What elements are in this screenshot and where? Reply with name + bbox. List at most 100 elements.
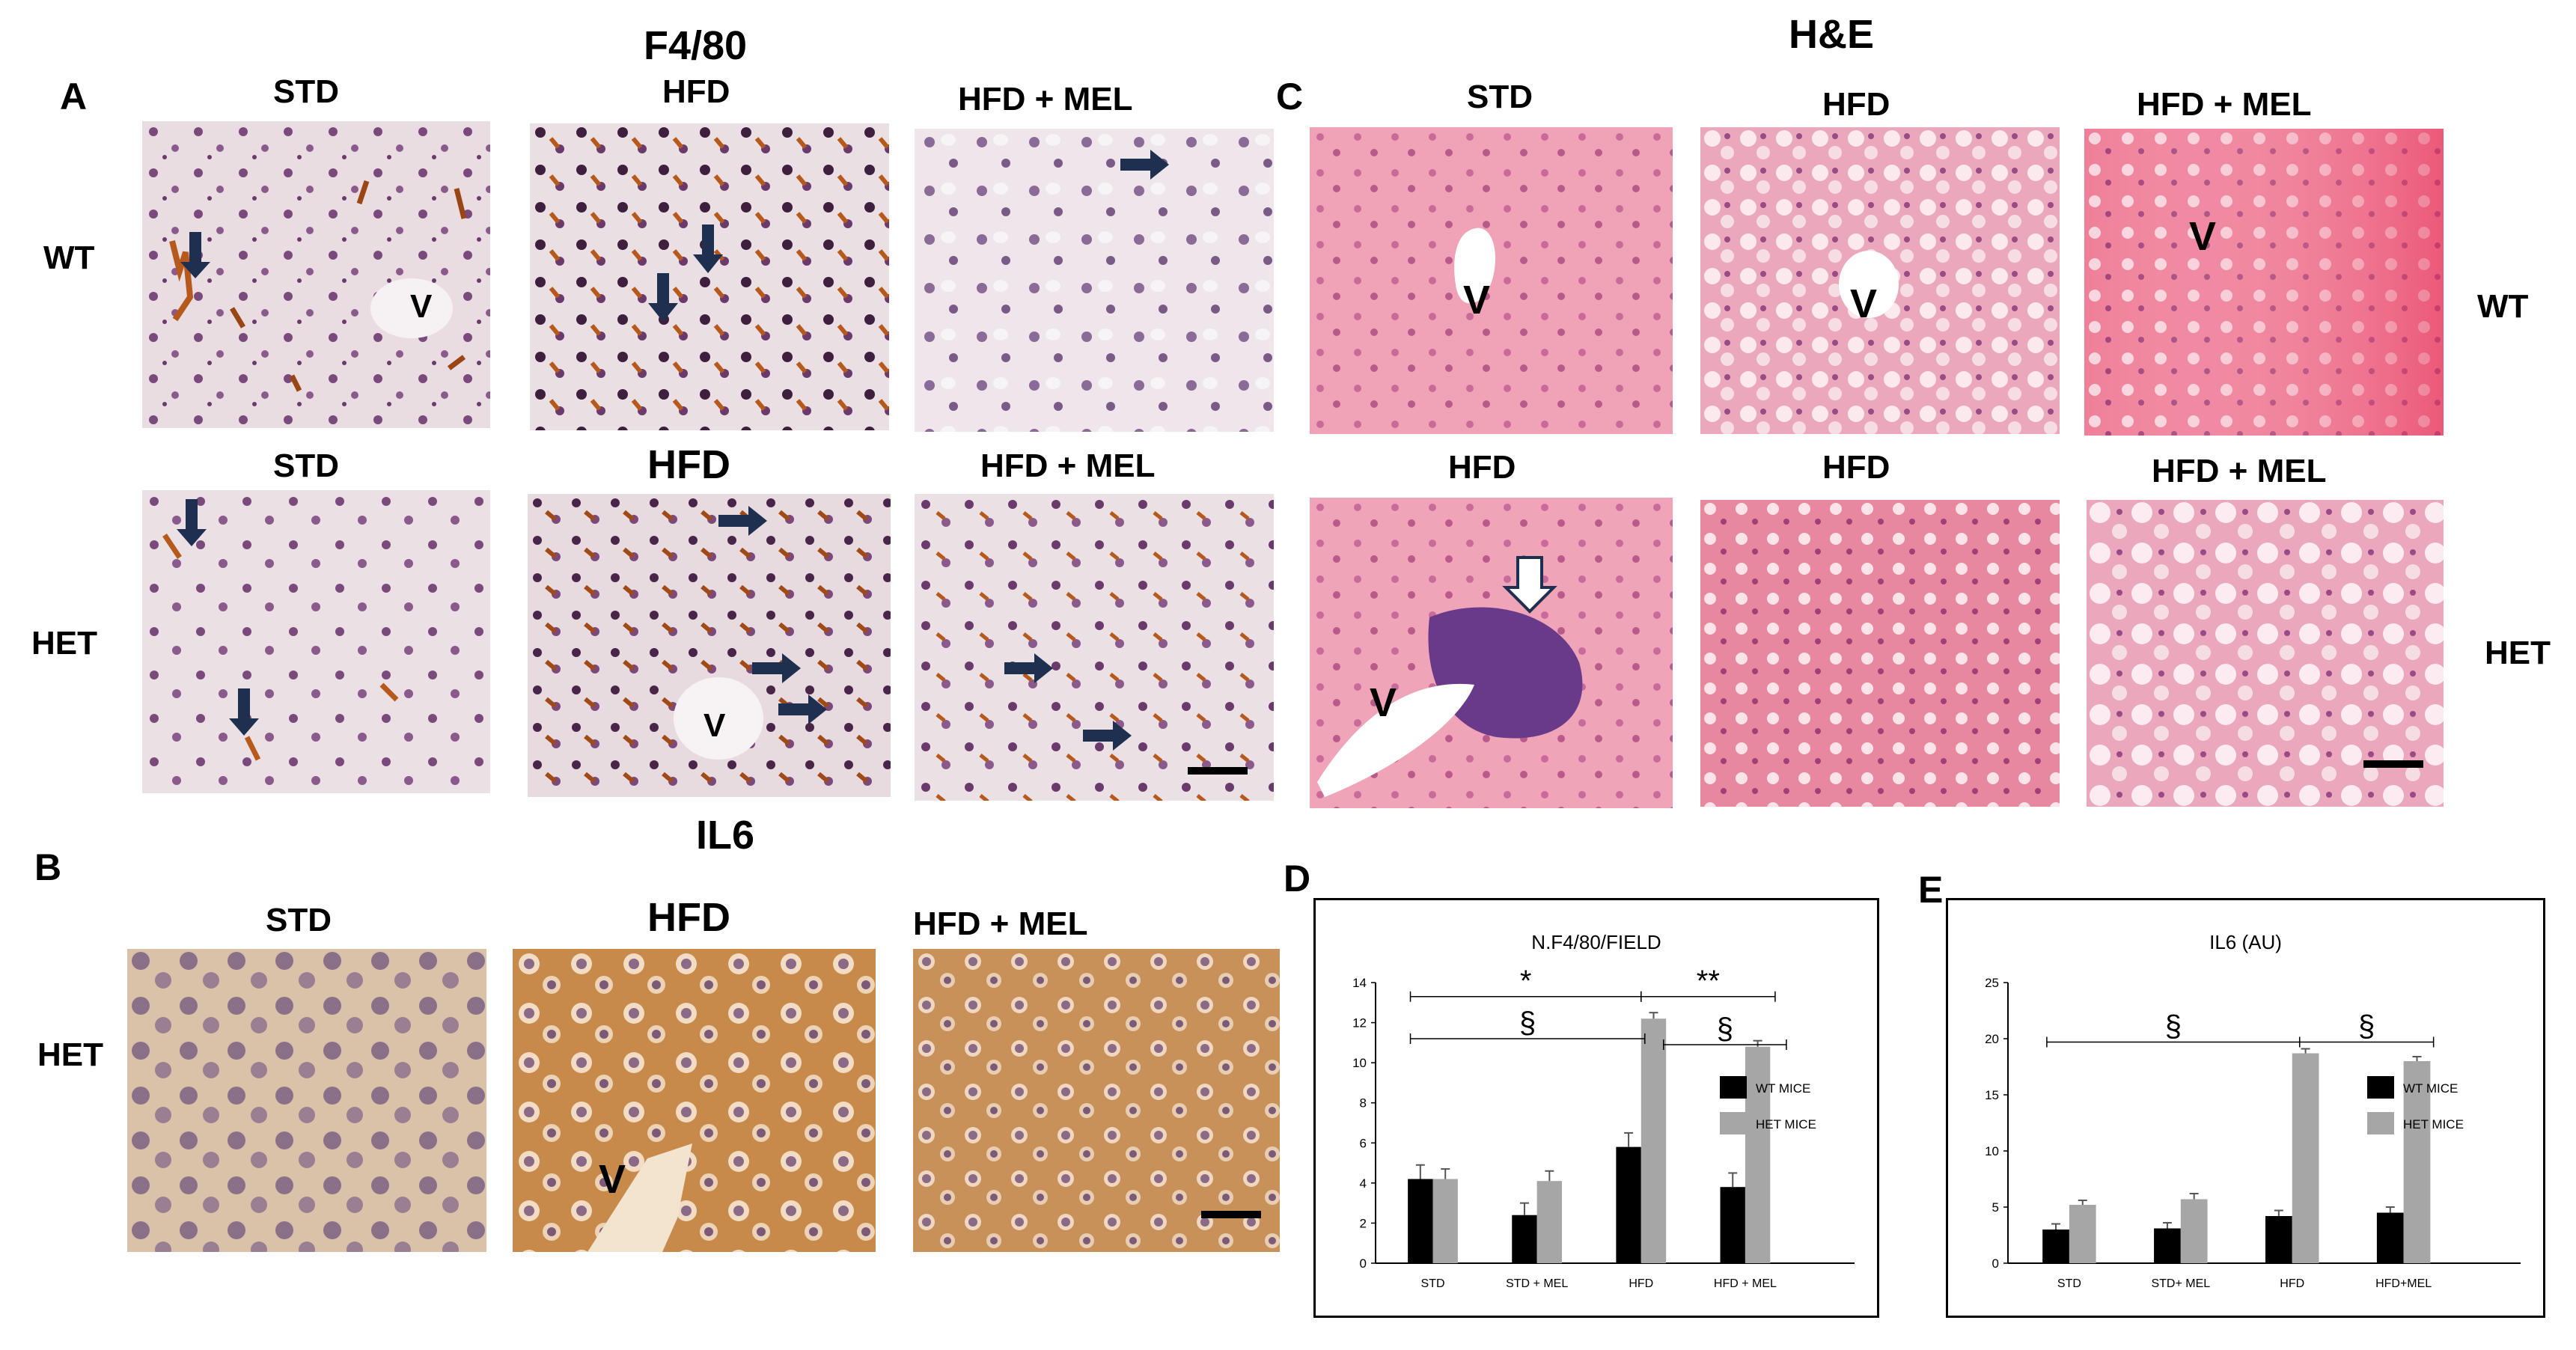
micrograph-c-het-hfd-1	[1310, 498, 1673, 808]
row-label-het-b: HET	[37, 1036, 103, 1073]
bar	[2042, 1230, 2069, 1263]
vessel-label: V	[1370, 680, 1397, 725]
label-c-bot-hfd-2: HFD	[1822, 449, 1890, 486]
y-tick-label: 5	[1992, 1200, 1999, 1215]
micrograph-a-het-std	[142, 490, 490, 793]
bar	[2069, 1205, 2096, 1263]
label-c-top-hfdmel: HFD + MEL	[2137, 86, 2312, 123]
row-label-het-a: HET	[31, 625, 97, 662]
label-b-hfd: HFD	[647, 895, 730, 940]
micrograph-a-wt-std	[142, 121, 490, 428]
category-label: HFD	[1629, 1277, 1653, 1290]
panel-title-f4-80: F4/80	[644, 23, 748, 68]
bar	[2292, 1053, 2319, 1263]
y-tick-label: 8	[1360, 1096, 1367, 1111]
category-label: STD	[2057, 1277, 2081, 1290]
label-a-bot-std: STD	[273, 448, 339, 484]
row-label-wt-a: WT	[43, 239, 95, 276]
y-tick-label: 0	[1992, 1256, 1999, 1271]
bar	[1745, 1046, 1771, 1263]
row-label-het-c: HET	[2485, 635, 2551, 671]
micrograph-a-het-hfdmel	[915, 494, 1274, 801]
category-label: HFD	[2280, 1277, 2304, 1290]
category-label: HFD + MEL	[1714, 1277, 1777, 1290]
legend-label: HET MICE	[2403, 1117, 2464, 1131]
significance-mark: §	[1717, 1012, 1733, 1045]
micrograph-b-hfd	[513, 949, 876, 1252]
significance-mark: §	[2358, 1010, 2375, 1043]
chart-f480: N.F4/80/FIELD 0 2 4 6 8 10 12 14 STD STD + MEL HFD H…	[1313, 898, 1879, 1318]
panel-letter-d: D	[1284, 858, 1311, 900]
vessel-label: V	[1463, 278, 1491, 323]
bar	[2403, 1061, 2431, 1263]
label-c-bot-hfd-1: HFD	[1448, 449, 1516, 486]
bar	[1616, 1146, 1641, 1263]
category-label: STD	[1421, 1277, 1445, 1290]
micrograph-c-het-hfdmel	[2087, 500, 2444, 807]
legend-swatch	[1720, 1076, 1747, 1099]
vessel-label: V	[1850, 281, 1878, 326]
vessel-label: V	[410, 288, 433, 325]
y-tick-label: 25	[1985, 976, 1999, 990]
label-a-bot-hfdmel: HFD + MEL	[980, 448, 1156, 484]
bar	[1720, 1187, 1745, 1263]
bar	[1432, 1179, 1458, 1263]
label-a-bot-hfd: HFD	[647, 442, 730, 487]
panel-title-he: H&E	[1789, 12, 1875, 57]
y-tick-label: 12	[1352, 1016, 1367, 1030]
vessel-label: V	[2189, 214, 2217, 259]
bar	[2180, 1199, 2208, 1263]
y-tick-label: 10	[1985, 1144, 1999, 1158]
y-tick-label: 20	[1985, 1032, 1999, 1046]
significance-mark: *	[1520, 965, 1532, 998]
y-tick-label: 15	[1985, 1088, 1999, 1102]
micrograph-c-wt-hfd	[1700, 127, 2060, 434]
label-c-top-hfd: HFD	[1822, 86, 1890, 123]
bar	[1536, 1181, 1563, 1263]
label-a-top-hfdmel: HFD + MEL	[958, 81, 1133, 117]
row-label-wt-c: WT	[2477, 288, 2529, 325]
y-tick-label: 0	[1360, 1256, 1367, 1271]
micrograph-c-wt-hfdmel	[2084, 129, 2444, 436]
label-a-top-hfd: HFD	[662, 73, 730, 110]
panel-letter-b: B	[34, 846, 62, 888]
panel-letter-c: C	[1276, 76, 1304, 117]
y-tick-label: 4	[1360, 1176, 1367, 1191]
bar	[2376, 1212, 2404, 1263]
category-label: HFD+MEL	[2375, 1277, 2432, 1290]
label-b-hfdmel: HFD + MEL	[913, 905, 1088, 942]
significance-mark: §	[1519, 1007, 1536, 1039]
micrograph-c-wt-std	[1310, 127, 1673, 434]
label-b-std: STD	[266, 902, 332, 938]
panel-letter-e: E	[1918, 869, 1944, 911]
micrograph-b-hfdmel	[913, 949, 1280, 1252]
vessel-label: V	[703, 707, 726, 744]
bar	[1408, 1179, 1433, 1263]
category-label: STD+ MEL	[2151, 1277, 2210, 1290]
legend-label: WT MICE	[1756, 1081, 1810, 1096]
chart-title: IL6 (AU)	[2209, 931, 2282, 953]
legend-label: HET MICE	[1756, 1117, 1816, 1131]
legend-swatch	[2367, 1112, 2394, 1134]
significance-mark: §	[2165, 1010, 2182, 1043]
panel-letter-a: A	[60, 76, 88, 117]
y-tick-label: 6	[1360, 1136, 1367, 1150]
bar	[1640, 1018, 1667, 1263]
chart-il6: IL6 (AU) 0 5 10 15 20 25 STD STD+ MEL HFD HFD+MEL W…	[1946, 898, 2545, 1318]
legend-swatch	[2367, 1076, 2394, 1099]
micrograph-a-wt-hfd	[530, 123, 889, 430]
y-tick-label: 10	[1352, 1056, 1367, 1070]
y-tick-label: 2	[1360, 1216, 1367, 1230]
bar	[1512, 1215, 1537, 1263]
bar	[2265, 1216, 2292, 1263]
micrograph-a-wt-hfdmel	[915, 129, 1274, 432]
y-tick-label: 14	[1352, 976, 1367, 990]
significance-mark: **	[1697, 965, 1720, 998]
bar	[2154, 1228, 2181, 1263]
micrograph-a-het-hfd	[528, 494, 891, 797]
chart-title: N.F4/80/FIELD	[1531, 931, 1661, 953]
micrograph-c-het-hfd-2	[1700, 500, 2060, 807]
category-label: STD + MEL	[1506, 1277, 1568, 1290]
label-a-top-std: STD	[273, 73, 339, 110]
vessel-label: V	[599, 1157, 626, 1202]
